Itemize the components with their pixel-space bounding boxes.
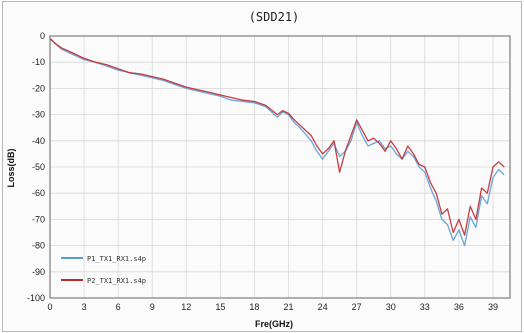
y-tick-label: -30 [32, 110, 45, 120]
y-tick-label: -100 [27, 293, 45, 303]
chart-title: (SDD21) [249, 10, 300, 24]
legend-label-p2: P2_TX1_RX1.s4p [87, 277, 146, 285]
x-tick-label: 6 [116, 302, 121, 312]
y-tick-label: -80 [32, 241, 45, 251]
y-tick-label: -50 [32, 162, 45, 172]
legend-label-p1: P1_TX1_RX1.s4p [87, 255, 146, 263]
y-tick-label: -70 [32, 214, 45, 224]
y-axis-label: Loss(dB) [6, 149, 16, 188]
x-tick-label: 30 [386, 302, 396, 312]
legend: P1_TX1_RX1.s4p P2_TX1_RX1.s4p [61, 255, 146, 285]
y-tick-label: -40 [32, 136, 45, 146]
y-tick-label: -60 [32, 188, 45, 198]
y-tick-label: -20 [32, 83, 45, 93]
series-group [49, 38, 505, 247]
x-tick-label: 36 [454, 302, 464, 312]
series-line-2 [49, 38, 505, 236]
x-tick-label: 21 [284, 302, 294, 312]
x-tick-label: 39 [488, 302, 498, 312]
x-tick-label: 0 [47, 302, 52, 312]
y-tick-label: 0 [40, 31, 45, 41]
y-tick-label: -90 [32, 267, 45, 277]
x-tick-label: 15 [215, 302, 225, 312]
plot-area [49, 35, 511, 299]
x-axis-label: Fre(GHz) [255, 319, 293, 329]
x-tick-label: 12 [181, 302, 191, 312]
x-tick-label: 3 [82, 302, 87, 312]
x-tick-label: 33 [420, 302, 430, 312]
y-tick-label: -10 [32, 57, 45, 67]
x-tick-label: 9 [150, 302, 155, 312]
x-tick-label: 18 [249, 302, 259, 312]
x-tick-label: 27 [352, 302, 362, 312]
x-tick-label: 24 [318, 302, 328, 312]
